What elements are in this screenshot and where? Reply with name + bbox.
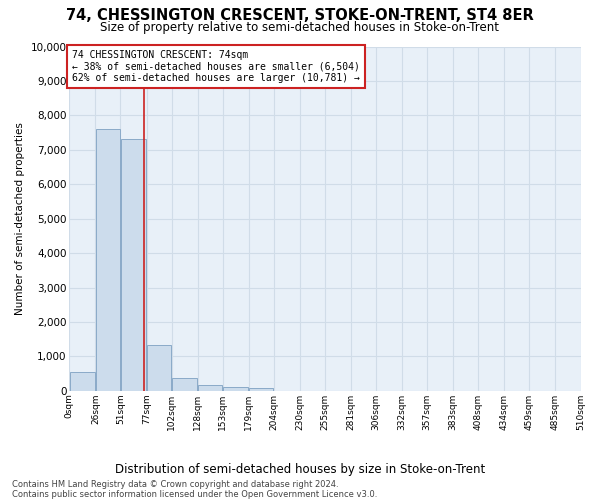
Text: Distribution of semi-detached houses by size in Stoke-on-Trent: Distribution of semi-detached houses by … (115, 462, 485, 475)
Bar (172, 378, 197, 391)
Bar (198, 385, 222, 391)
Text: Size of property relative to semi-detached houses in Stoke-on-Trent: Size of property relative to semi-detach… (101, 21, 499, 34)
Bar (96, 129, 120, 391)
Bar (223, 386, 248, 391)
Bar (249, 388, 273, 391)
Text: 74, CHESSINGTON CRESCENT, STOKE-ON-TRENT, ST4 8ER: 74, CHESSINGTON CRESCENT, STOKE-ON-TRENT… (66, 8, 534, 22)
Bar (147, 344, 171, 391)
Text: Contains HM Land Registry data © Crown copyright and database right 2024.
Contai: Contains HM Land Registry data © Crown c… (12, 480, 377, 499)
Y-axis label: Number of semi-detached properties: Number of semi-detached properties (15, 122, 25, 315)
Bar (121, 140, 146, 391)
Text: 74 CHESSINGTON CRESCENT: 74sqm
← 38% of semi-detached houses are smaller (6,504): 74 CHESSINGTON CRESCENT: 74sqm ← 38% of … (73, 50, 360, 83)
Bar (70, 372, 95, 391)
